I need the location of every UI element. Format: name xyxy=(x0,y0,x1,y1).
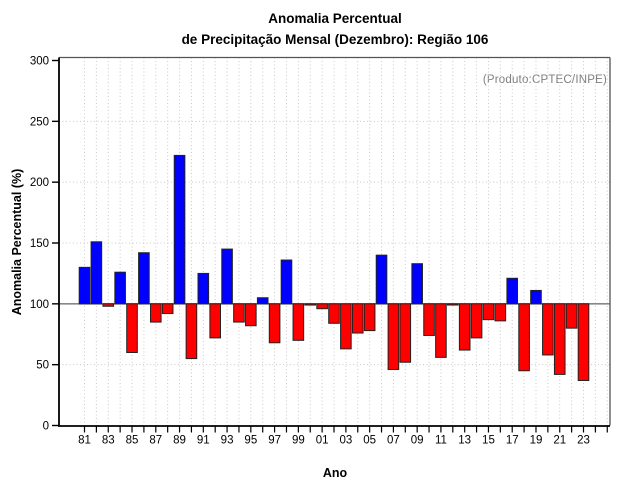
x-tick-label-17: 17 xyxy=(506,435,519,447)
y-tick-label-300: 300 xyxy=(30,56,49,68)
bar-94 xyxy=(233,303,245,323)
y-tick-label-150: 150 xyxy=(30,238,49,250)
bar-06 xyxy=(375,254,388,305)
x-tick-label-07: 07 xyxy=(387,435,400,447)
x-tick-label-89: 89 xyxy=(173,435,186,447)
bar-22 xyxy=(565,303,578,329)
x-tick-label-95: 95 xyxy=(244,435,257,447)
bar-23 xyxy=(577,303,590,381)
bar-19 xyxy=(530,289,542,305)
x-tick-label-23: 23 xyxy=(577,435,590,447)
chart-title-line2: de Precipitação Mensal (Dezembro): Regiã… xyxy=(181,32,489,47)
bar-88 xyxy=(161,303,174,315)
bar-04 xyxy=(351,303,364,334)
bar-05 xyxy=(363,303,376,332)
y-tick-label-100: 100 xyxy=(30,299,49,311)
bar-18 xyxy=(518,303,530,372)
x-tick-label-11: 11 xyxy=(435,435,447,447)
x-tick-label-99: 99 xyxy=(292,435,305,447)
bar-89 xyxy=(173,154,186,305)
y-tick-label-0: 0 xyxy=(43,421,49,433)
bar-09 xyxy=(411,263,423,305)
x-tick-label-21: 21 xyxy=(553,435,566,447)
bar-96 xyxy=(256,297,269,305)
bar-87 xyxy=(149,303,162,323)
x-tick-label-13: 13 xyxy=(458,435,471,447)
bar-93 xyxy=(221,248,233,305)
bar-08 xyxy=(399,303,412,363)
bar-15 xyxy=(482,303,495,321)
y-tick-label-200: 200 xyxy=(30,177,49,189)
bar-95 xyxy=(245,303,257,327)
bar-91 xyxy=(197,272,210,305)
bar-13 xyxy=(458,303,471,351)
x-tick-label-01: 01 xyxy=(316,435,329,447)
bar-92 xyxy=(209,303,221,339)
x-tick-label-91: 91 xyxy=(197,435,210,447)
x-tick-label-85: 85 xyxy=(126,435,139,447)
bar-12 xyxy=(447,303,459,306)
bar-85 xyxy=(126,303,138,354)
bar-20 xyxy=(542,303,554,356)
y-tick-label-50: 50 xyxy=(36,360,49,372)
chart-title-line1: Anomalia Percentual xyxy=(268,11,402,26)
bar-82 xyxy=(90,241,103,305)
y-tick-label-250: 250 xyxy=(30,116,49,128)
bar-81 xyxy=(78,266,91,305)
x-tick-label-93: 93 xyxy=(221,435,234,447)
bar-07 xyxy=(387,303,400,371)
bar-17 xyxy=(506,277,519,305)
bar-84 xyxy=(114,271,126,305)
bar-99 xyxy=(292,303,305,341)
bar-98 xyxy=(280,259,293,305)
bar-86 xyxy=(138,252,150,305)
x-tick-label-83: 83 xyxy=(102,435,115,447)
source-annotation: (Produto:CPTEC/INPE) xyxy=(482,74,607,86)
bar-11 xyxy=(435,303,447,358)
x-tick-label-03: 03 xyxy=(339,435,352,447)
bar-21 xyxy=(553,303,566,375)
bar-00 xyxy=(304,303,317,306)
bar-83 xyxy=(102,303,115,307)
bar-02 xyxy=(328,303,340,324)
bar-03 xyxy=(340,303,352,350)
x-tick-label-15: 15 xyxy=(482,435,495,447)
bar-97 xyxy=(268,303,281,344)
x-tick-label-09: 09 xyxy=(411,435,424,447)
bar-90 xyxy=(185,303,198,360)
x-tick-label-87: 87 xyxy=(149,435,162,447)
bar-16 xyxy=(494,303,507,322)
x-tick-label-81: 81 xyxy=(78,435,91,447)
x-tick-label-05: 05 xyxy=(363,435,376,447)
bar-10 xyxy=(423,303,435,336)
bar-14 xyxy=(470,303,483,339)
x-axis-title: Ano xyxy=(322,466,348,480)
bar-01 xyxy=(316,303,328,310)
chart-title: Anomalia Percentual de Precipitação Mens… xyxy=(30,8,640,50)
x-tick-label-19: 19 xyxy=(530,435,543,447)
x-tick-label-97: 97 xyxy=(268,435,281,447)
